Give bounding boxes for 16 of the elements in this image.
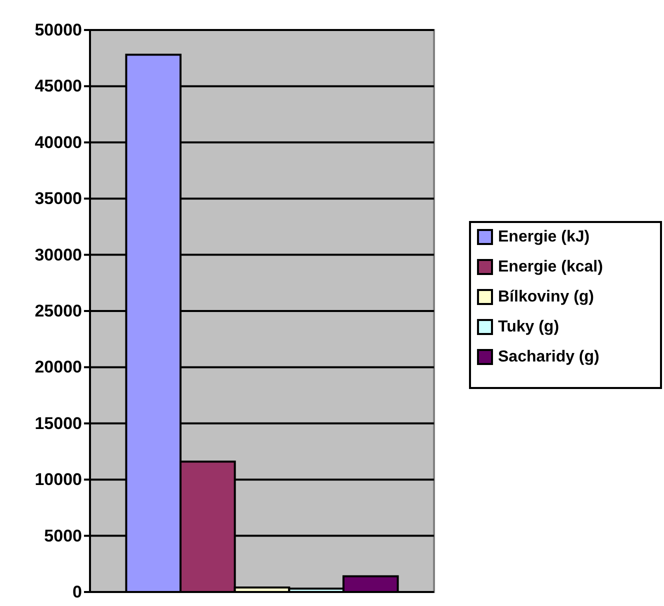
legend-label: Tuky (g) [498,318,560,336]
y-tick-label: 10000 [34,470,82,490]
y-tick-label: 40000 [34,132,82,152]
legend-label: Sacharidy (g) [498,348,600,366]
y-tick-label: 25000 [34,302,82,320]
y-tick-label: 5000 [44,526,82,546]
legend-label: Bílkoviny (g) [498,288,594,306]
y-tick-label: 50000 [34,20,82,40]
y-tick-label: 15000 [34,414,82,433]
y-tick-label: 30000 [34,245,82,264]
legend-label: Energie (kJ) [498,228,590,246]
y-tick-label: 0 [72,582,82,602]
y-tick-label: 20000 [34,358,82,377]
legend-label: Energie (kcal) [498,258,603,276]
y-tick-label: 45000 [34,76,82,96]
y-tick-label: 35000 [34,189,82,208]
